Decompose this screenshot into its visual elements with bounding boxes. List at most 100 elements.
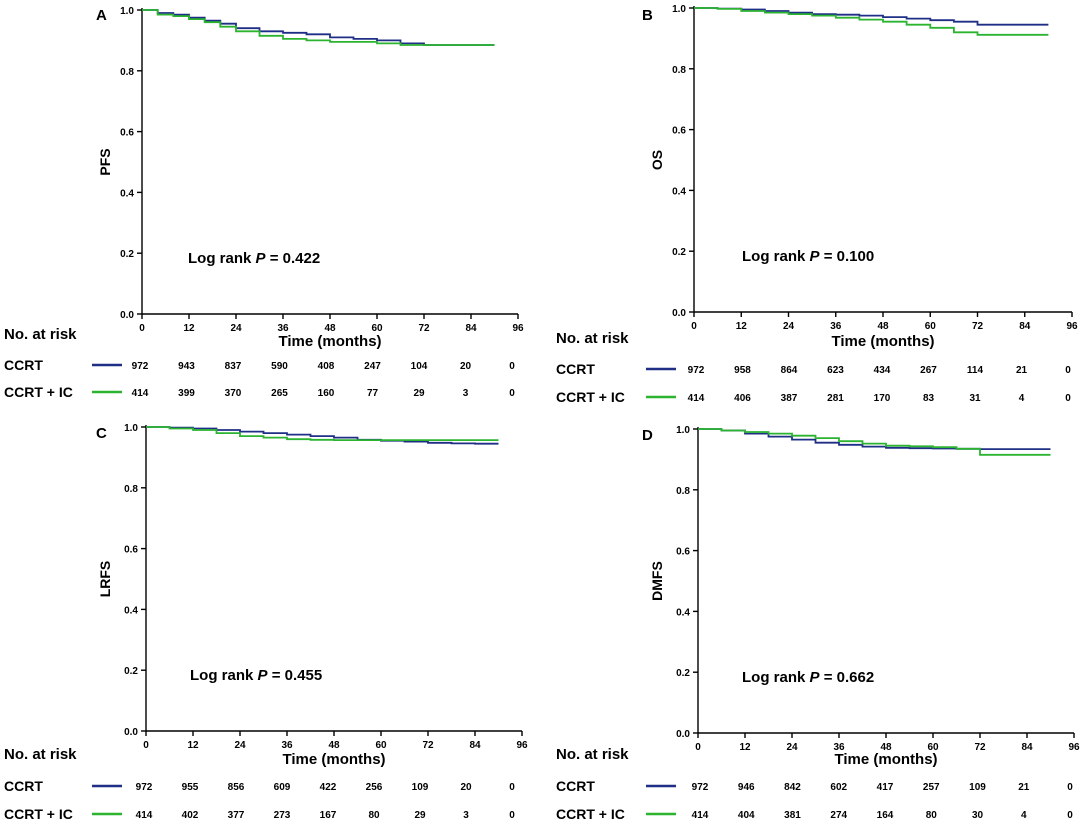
log-rank-text-c: Log rank P = 0.455 bbox=[190, 667, 322, 684]
y-axis-title-a: PFS bbox=[97, 148, 113, 175]
risk-count-a: 590 bbox=[271, 361, 288, 372]
risk-count-d: 4 bbox=[1021, 810, 1027, 819]
y-tick-label-b: 0.4 bbox=[672, 186, 686, 197]
y-tick-label-b: 1.0 bbox=[672, 4, 686, 15]
risk-count-c: 273 bbox=[274, 810, 291, 819]
panel-label-c: C bbox=[96, 425, 107, 442]
risk-count-a: 104 bbox=[411, 361, 428, 372]
x-tick-label-b: 0 bbox=[691, 321, 697, 332]
risk-count-c: 167 bbox=[320, 810, 337, 819]
risk-count-d: 0 bbox=[1067, 782, 1073, 793]
risk-count-a: 972 bbox=[132, 361, 149, 372]
risk-count-a: 265 bbox=[271, 388, 288, 399]
x-tick-label-d: 48 bbox=[880, 742, 892, 753]
y-tick-label-a: 0.0 bbox=[120, 310, 134, 321]
survival-curve-c-ccrt-ic bbox=[146, 426, 499, 441]
risk-table-title-b: No. at risk bbox=[556, 330, 629, 347]
y-axis-title-c: LRFS bbox=[97, 561, 113, 598]
y-tick-label-d: 1.0 bbox=[676, 425, 690, 436]
risk-count-b: 170 bbox=[874, 393, 891, 404]
risk-count-c: 377 bbox=[228, 810, 245, 819]
risk-count-d: 109 bbox=[969, 782, 986, 793]
risk-count-d: 972 bbox=[692, 782, 709, 793]
x-tick-label-a: 48 bbox=[324, 323, 336, 334]
risk-count-b: 414 bbox=[688, 393, 705, 404]
risk-count-b: 267 bbox=[920, 365, 937, 376]
risk-count-b: 958 bbox=[734, 365, 751, 376]
risk-count-c: 856 bbox=[228, 782, 245, 793]
risk-count-d: 0 bbox=[1067, 810, 1073, 819]
risk-count-a: 77 bbox=[367, 388, 379, 399]
risk-table-title-a: No. at risk bbox=[4, 326, 77, 343]
y-tick-label-d: 0.8 bbox=[676, 486, 690, 497]
y-tick-label-a: 1.0 bbox=[120, 6, 134, 17]
y-tick-label-c: 0.4 bbox=[124, 605, 138, 616]
risk-count-c: 0 bbox=[509, 810, 515, 819]
risk-count-c: 609 bbox=[274, 782, 291, 793]
x-tick-label-b: 36 bbox=[830, 321, 842, 332]
y-tick-label-c: 0.2 bbox=[124, 666, 138, 677]
x-tick-label-d: 84 bbox=[1021, 742, 1033, 753]
x-tick-label-a: 84 bbox=[465, 323, 477, 334]
risk-count-a: 29 bbox=[413, 388, 425, 399]
y-tick-label-b: 0.2 bbox=[672, 247, 686, 258]
risk-count-a: 414 bbox=[132, 388, 149, 399]
log-rank-text-b: Log rank P = 0.100 bbox=[742, 248, 874, 265]
risk-count-b: 281 bbox=[827, 393, 844, 404]
x-tick-label-d: 72 bbox=[974, 742, 986, 753]
x-tick-label-d: 60 bbox=[927, 742, 939, 753]
survival-curve-c-ccrt bbox=[146, 426, 499, 445]
x-axis-title-c: Time (months) bbox=[282, 751, 385, 768]
risk-count-c: 972 bbox=[136, 782, 153, 793]
y-tick-label-d: 0.2 bbox=[676, 668, 690, 679]
panel-label-d: D bbox=[642, 427, 653, 444]
risk-count-b: 4 bbox=[1019, 393, 1025, 404]
log-rank-text-a: Log rank P = 0.422 bbox=[188, 250, 320, 267]
y-tick-label-c: 0.0 bbox=[124, 727, 138, 738]
risk-count-a: 0 bbox=[509, 361, 515, 372]
panel-label-b: B bbox=[642, 7, 653, 24]
y-tick-label-b: 0.0 bbox=[672, 308, 686, 319]
x-tick-label-a: 24 bbox=[230, 323, 242, 334]
risk-count-d: 21 bbox=[1018, 782, 1030, 793]
risk-count-a: 943 bbox=[178, 361, 195, 372]
risk-row-label-c: CCRT bbox=[4, 778, 43, 794]
risk-count-c: 955 bbox=[182, 782, 199, 793]
y-tick-label-a: 0.6 bbox=[120, 128, 134, 139]
risk-count-a: 837 bbox=[225, 361, 242, 372]
y-tick-label-a: 0.8 bbox=[120, 67, 134, 78]
risk-count-d: 946 bbox=[738, 782, 755, 793]
x-tick-label-b: 48 bbox=[877, 321, 889, 332]
risk-count-d: 404 bbox=[738, 810, 755, 819]
y-tick-label-b: 0.8 bbox=[672, 65, 686, 76]
risk-count-b: 0 bbox=[1065, 393, 1071, 404]
risk-count-c: 3 bbox=[463, 810, 469, 819]
risk-count-b: 864 bbox=[781, 365, 798, 376]
risk-count-b: 31 bbox=[969, 393, 981, 404]
y-tick-label-a: 0.4 bbox=[120, 188, 134, 199]
x-tick-label-a: 0 bbox=[139, 323, 145, 334]
x-tick-label-a: 12 bbox=[183, 323, 195, 334]
risk-count-b: 623 bbox=[827, 365, 844, 376]
x-tick-label-a: 36 bbox=[277, 323, 289, 334]
x-tick-label-b: 84 bbox=[1019, 321, 1031, 332]
risk-count-d: 80 bbox=[926, 810, 938, 819]
risk-count-c: 20 bbox=[460, 782, 472, 793]
y-tick-label-b: 0.6 bbox=[672, 126, 686, 137]
risk-count-b: 83 bbox=[923, 393, 935, 404]
x-tick-label-b: 12 bbox=[736, 321, 748, 332]
survival-curve-b-ccrt bbox=[694, 7, 1049, 26]
y-tick-label-c: 1.0 bbox=[124, 423, 138, 434]
risk-count-a: 3 bbox=[463, 388, 469, 399]
risk-count-c: 402 bbox=[182, 810, 199, 819]
x-tick-label-c: 0 bbox=[143, 740, 149, 751]
x-tick-label-b: 96 bbox=[1066, 321, 1078, 332]
risk-count-a: 408 bbox=[318, 361, 335, 372]
risk-count-d: 842 bbox=[784, 782, 801, 793]
x-tick-label-d: 96 bbox=[1068, 742, 1080, 753]
risk-count-a: 160 bbox=[318, 388, 335, 399]
x-tick-label-b: 72 bbox=[972, 321, 984, 332]
x-tick-label-c: 72 bbox=[422, 740, 434, 751]
risk-count-c: 80 bbox=[368, 810, 380, 819]
x-tick-label-b: 24 bbox=[783, 321, 795, 332]
